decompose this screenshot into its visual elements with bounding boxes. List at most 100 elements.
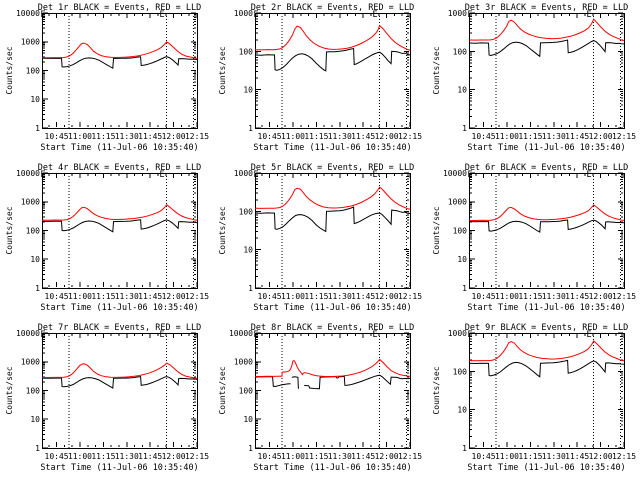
- x-axis-label: Start Time (11-Jul-06 10:35:40): [467, 303, 625, 313]
- x-tick-label: 11:00: [68, 132, 92, 141]
- x-tick-label: 11:00: [495, 292, 519, 301]
- y-tick-label: 1000: [447, 329, 466, 338]
- y-tick-label: 10000: [16, 169, 40, 178]
- x-tick-label: 11:45: [138, 292, 162, 301]
- x-tick-label: 10:45: [471, 132, 495, 141]
- events-curve: [255, 374, 411, 390]
- plot-title: Det 2r BLACK = Events, RED = LLD: [251, 3, 414, 13]
- x-tick-label: 10:45: [45, 292, 69, 301]
- x-tick-label: 11:30: [541, 132, 565, 141]
- x-axis-label: Start Time (11-Jul-06 10:35:40): [254, 303, 412, 313]
- y-axis-label: Counts/sec: [218, 206, 227, 254]
- x-tick-label: 12:15: [185, 132, 209, 141]
- x-tick-label: 11:45: [138, 132, 162, 141]
- x-tick-label: 11:30: [328, 132, 352, 141]
- x-tick-label: 10:45: [471, 292, 495, 301]
- x-tick-label: 11:15: [91, 452, 115, 461]
- y-tick-label: 1: [249, 444, 254, 453]
- y-tick-label: 100: [239, 207, 254, 216]
- panel-det-2r: 1 10 100 1000 10:45 11:00 11:15 11:30 11:45 12:00…: [213, 0, 426, 160]
- x-tick-label: 12:00: [588, 132, 612, 141]
- y-tick-label: 10: [30, 255, 40, 264]
- y-axis-label: Counts/sec: [5, 206, 14, 254]
- plot-title: Det 8r BLACK = Events, RED = LLD: [251, 323, 414, 333]
- eclipse-event-marker: E: [373, 170, 378, 180]
- y-tick-label: 1: [35, 444, 40, 453]
- y-tick-label: 100: [239, 387, 254, 396]
- lld-curve: [255, 358, 411, 378]
- events-curve: [41, 56, 198, 70]
- lld-curve: [255, 186, 411, 210]
- y-tick-label: 10000: [16, 329, 40, 338]
- y-tick-label: 1000: [447, 198, 466, 207]
- plot-canvas-det-7r: 1 10 100 1000 10000 10:45 11:00 11:15 11:30 11:45…: [5, 323, 209, 473]
- x-tick-label: 12:00: [162, 452, 186, 461]
- x-tick-label: 11:45: [351, 292, 375, 301]
- plot-frame: [468, 13, 625, 129]
- y-tick-label: 1: [35, 284, 40, 293]
- y-tick-label: 1000: [21, 358, 40, 367]
- eclipse-event-marker: E: [586, 170, 591, 180]
- x-tick-label: 11:00: [281, 132, 305, 141]
- lld-curve: [468, 340, 624, 362]
- y-axis-label: Counts/sec: [218, 46, 227, 94]
- plot-title: Det 6r BLACK = Events, RED = LLD: [464, 163, 627, 173]
- plot-frame: [41, 173, 198, 289]
- x-tick-label: 11:00: [68, 452, 92, 461]
- plot-frame: [41, 13, 198, 129]
- plot-frame: [255, 173, 412, 289]
- y-tick-label: 1000: [234, 9, 253, 18]
- x-tick-label: 11:00: [281, 452, 305, 461]
- x-axis-label: Start Time (11-Jul-06 10:35:40): [40, 463, 198, 473]
- x-tick-label: 11:30: [115, 132, 139, 141]
- panel-det-6r: 1 10 100 1000 10000 10:45 11:00 11:15 11:30 11:45…: [427, 160, 640, 320]
- plot-frame: [255, 13, 412, 129]
- lld-curve: [468, 204, 624, 222]
- plot-frame: [468, 333, 625, 449]
- x-tick-label: 11:30: [541, 292, 565, 301]
- x-tick-label: 11:45: [565, 132, 589, 141]
- x-tick-label: 12:15: [612, 452, 636, 461]
- x-tick-label: 12:00: [588, 292, 612, 301]
- y-tick-label: 1: [462, 284, 467, 293]
- x-tick-label: 11:30: [541, 452, 565, 461]
- eclipse-event-marker: E: [41, 10, 46, 20]
- eclipse-event-marker: E: [467, 170, 472, 180]
- eclipse-event-marker: E: [41, 170, 46, 180]
- x-tick-label: 10:45: [258, 132, 282, 141]
- x-tick-label: 11:00: [495, 132, 519, 141]
- eclipse-event-marker: E: [41, 330, 46, 340]
- y-axis-label: Counts/sec: [5, 46, 14, 94]
- panel-det-9r: 1 10 100 1000 10:45 11:00 11:15 11:30 11:45 12:00…: [427, 320, 640, 480]
- y-tick-label: 1: [35, 124, 40, 133]
- x-tick-label: 11:00: [68, 292, 92, 301]
- events-curve: [41, 376, 198, 389]
- y-tick-label: 1000: [447, 9, 466, 18]
- x-tick-label: 11:15: [91, 132, 115, 141]
- panel-det-7r: 1 10 100 1000 10000 10:45 11:00 11:15 11:30 11:45…: [0, 320, 213, 480]
- eclipse-event-marker: E: [159, 10, 164, 20]
- x-tick-label: 11:15: [518, 452, 542, 461]
- x-tick-label: 12:15: [398, 132, 422, 141]
- y-tick-label: 100: [452, 227, 467, 236]
- x-tick-label: 10:45: [45, 452, 69, 461]
- x-tick-label: 11:45: [351, 132, 375, 141]
- y-tick-label: 10: [457, 255, 467, 264]
- x-tick-label: 10:45: [471, 452, 495, 461]
- x-axis-label: Start Time (11-Jul-06 10:35:40): [40, 143, 198, 153]
- x-axis-label: Start Time (11-Jul-06 10:35:40): [254, 143, 412, 153]
- x-tick-label: 11:30: [328, 452, 352, 461]
- x-tick-label: 12:15: [185, 292, 209, 301]
- y-tick-label: 1: [462, 124, 467, 133]
- y-tick-label: 10000: [443, 169, 467, 178]
- y-tick-label: 10: [30, 415, 40, 424]
- plot-canvas-det-1r: 1 10 100 1000 10000 10:45 11:00 11:15 11:30 11:45…: [5, 3, 209, 153]
- x-tick-label: 11:00: [495, 452, 519, 461]
- y-axis-label: Counts/sec: [432, 366, 441, 414]
- y-tick-label: 1: [249, 124, 254, 133]
- plot-canvas-det-3r: 1 10 100 1000 10:45 11:00 11:15 11:30 11:45 12:00…: [432, 3, 636, 153]
- x-tick-label: 11:30: [115, 452, 139, 461]
- x-tick-label: 12:15: [398, 452, 422, 461]
- x-tick-label: 12:00: [375, 292, 399, 301]
